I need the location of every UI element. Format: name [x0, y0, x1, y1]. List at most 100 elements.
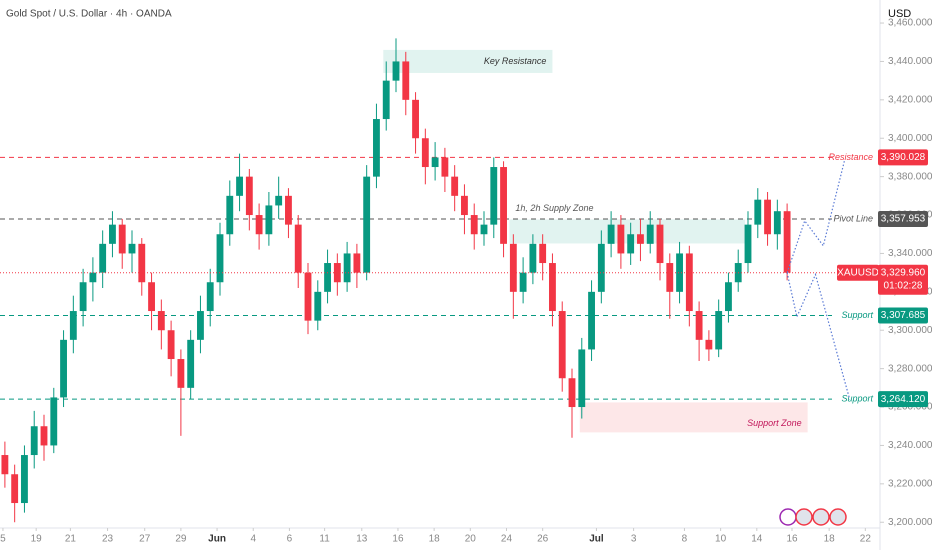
- candle-body: [568, 378, 576, 408]
- level-name: Support: [841, 310, 873, 320]
- level-price-label: 3,264.120: [881, 394, 926, 405]
- candle-body: [470, 215, 478, 235]
- indicator-icons: [779, 508, 847, 526]
- x-tick-label: 8: [682, 534, 688, 545]
- candle-body: [744, 224, 752, 264]
- candle-body: [60, 339, 67, 398]
- x-tick-label: 23: [102, 534, 114, 545]
- candle-body: [236, 176, 243, 196]
- candle-body: [451, 176, 459, 196]
- x-tick-label: 6: [287, 534, 293, 545]
- y-axis-label: USD: [888, 8, 911, 20]
- candle-body: [519, 272, 527, 292]
- candle-body: [206, 282, 214, 312]
- candle-body: [285, 195, 292, 225]
- x-tick-label: 24: [501, 534, 513, 545]
- candle-body: [558, 311, 566, 379]
- candle-body: [578, 349, 586, 408]
- candle-body: [764, 199, 771, 235]
- candle-body: [705, 339, 713, 350]
- x-tick-label: 16: [392, 534, 404, 545]
- candle-body: [89, 272, 97, 283]
- icon: [829, 508, 847, 526]
- y-tick-label: 3,200.000: [888, 517, 932, 528]
- candle-body: [597, 243, 605, 292]
- y-tick-label: 3,400.000: [888, 133, 932, 144]
- zone-label: 1h, 2h Supply Zone: [515, 203, 593, 213]
- y-tick-label: 3,420.000: [888, 94, 932, 105]
- candle-body: [461, 195, 468, 216]
- candle-body: [118, 224, 126, 254]
- level-price-box: [878, 307, 928, 324]
- candle-body: [637, 234, 644, 244]
- y-tick-label: 3,300.000: [888, 325, 932, 336]
- candle-body: [333, 263, 341, 283]
- icon: [812, 508, 830, 526]
- x-tick-label: 27: [139, 534, 151, 545]
- candle-body: [167, 330, 175, 360]
- candle-body: [197, 311, 204, 340]
- y-tick-label: 3,440.000: [888, 56, 932, 67]
- candle-body: [529, 243, 537, 273]
- candle-body: [138, 243, 146, 283]
- last-price-label: 3,329.960: [881, 267, 926, 278]
- x-tick-label: 5: [0, 534, 6, 545]
- candle-body: [79, 282, 87, 312]
- zone-label: Support Zone: [747, 418, 802, 428]
- candle-body: [490, 167, 498, 225]
- chart-title: Gold Spot / U.S. Dollar · 4h · OANDA: [6, 9, 172, 20]
- candle-body: [314, 291, 322, 321]
- zone: [383, 49, 553, 73]
- symbol-label: XAUUSD: [837, 267, 879, 278]
- candle-body: [725, 282, 732, 312]
- x-tick-label: 20: [465, 534, 477, 545]
- candle-body: [1, 455, 9, 475]
- candle-body: [441, 157, 449, 177]
- x-tick-label: 21: [65, 534, 77, 545]
- level-name: Resistance: [828, 152, 873, 162]
- x-tick-label: 10: [715, 534, 727, 545]
- candle-body: [549, 263, 556, 312]
- countdown-label: 01:02:28: [884, 280, 923, 291]
- icon: [779, 508, 797, 526]
- candle-body: [255, 215, 263, 235]
- candle-body: [676, 253, 683, 292]
- y-tick-label: 3,340.000: [888, 248, 932, 259]
- x-tick-label: 22: [860, 534, 872, 545]
- candle-body: [109, 224, 116, 244]
- candle-body: [265, 205, 273, 235]
- candle-body: [148, 282, 155, 312]
- candle-body: [294, 224, 302, 273]
- level-price-box: [878, 391, 928, 408]
- candle-body: [50, 397, 58, 446]
- level-name: Support: [841, 394, 873, 404]
- candle-body: [431, 157, 439, 168]
- y-tick-label: 3,380.000: [888, 171, 932, 182]
- level-name: Pivot Line: [833, 213, 873, 223]
- y-tick-label: 3,240.000: [888, 440, 932, 451]
- candle-body: [646, 224, 654, 244]
- x-tick-label: Jun: [208, 534, 226, 545]
- candle-body: [480, 224, 488, 235]
- candle-body: [509, 243, 517, 292]
- candle-body: [607, 224, 615, 244]
- candle-body: [157, 311, 165, 331]
- candle-body: [363, 176, 371, 273]
- candle-body: [11, 474, 19, 504]
- y-tick-label: 3,260.000: [888, 402, 932, 413]
- candle-body: [627, 234, 635, 254]
- candle-body: [226, 195, 234, 235]
- x-tick-label: 19: [31, 534, 43, 545]
- x-tick-label: 18: [824, 534, 836, 545]
- candle-body: [343, 253, 351, 283]
- candle-body: [69, 311, 77, 340]
- candle-body: [421, 138, 429, 168]
- candle-body: [783, 211, 791, 273]
- last-price-box: [878, 264, 928, 295]
- candle-body: [656, 224, 664, 264]
- projection-path: [786, 159, 846, 273]
- y-tick-label: 3,220.000: [888, 478, 932, 489]
- candle-body: [382, 80, 390, 120]
- x-tick-label: 3: [631, 534, 637, 545]
